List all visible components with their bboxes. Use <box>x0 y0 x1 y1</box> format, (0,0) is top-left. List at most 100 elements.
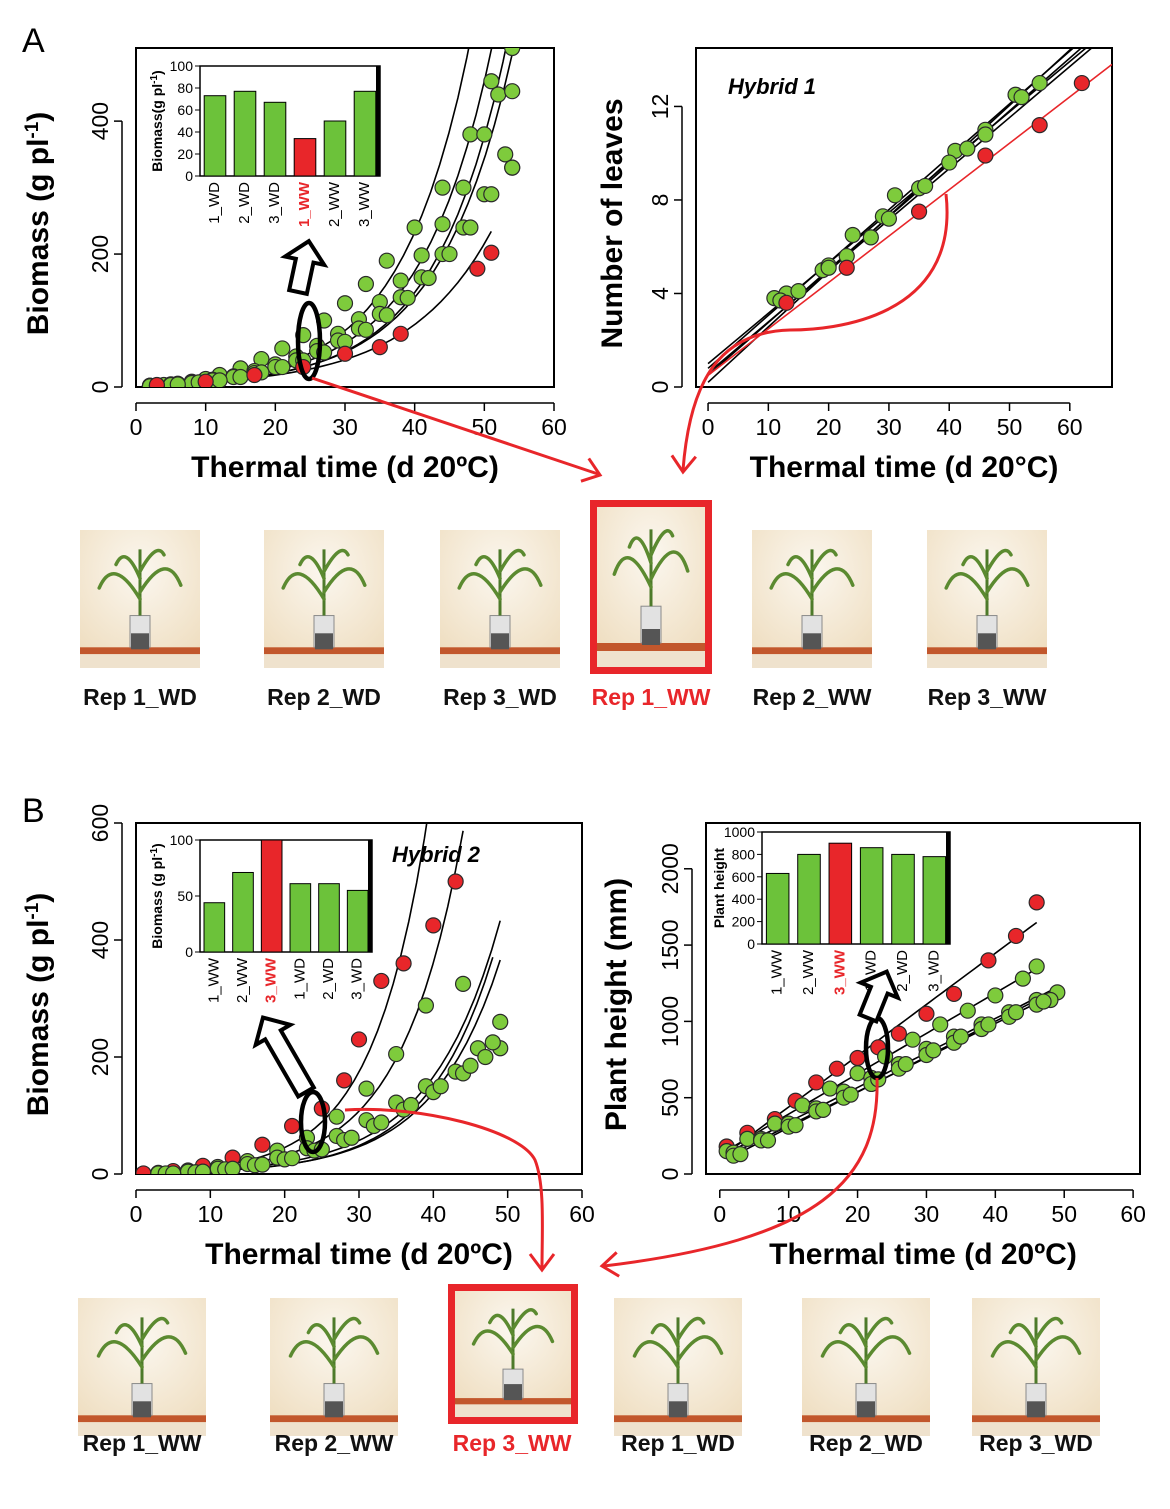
B-height-point <box>1035 993 1052 1010</box>
row-b-rep-label: Rep 1_WW <box>82 1430 202 1456</box>
row-b-rep-label: Rep 2_WW <box>274 1430 394 1456</box>
B-height-ytick: 500 <box>657 1079 683 1117</box>
row-a-rep-label: Rep 1_WD <box>83 684 197 710</box>
B-biomass-xlabel: Thermal time (d 20ºC) <box>205 1238 513 1271</box>
A-leaves-ytick: 4 <box>647 287 673 300</box>
A-leaves-xtick: 20 <box>816 414 842 440</box>
A-leaves-plot-frame <box>695 47 1113 388</box>
row-a-rep-label: Rep 3_WD <box>443 684 557 710</box>
B-biomass-ytick: 200 <box>87 1038 113 1076</box>
A-leaves-xtick: 50 <box>997 414 1023 440</box>
A-biomass-point <box>441 245 458 263</box>
b-height-hollow-arrow <box>855 969 902 1024</box>
row-a-rep-label: Rep 1_WW <box>591 684 711 710</box>
B-height-inset-ytick: 200 <box>732 914 756 930</box>
A-biomass-point <box>469 260 486 277</box>
row-b-rep-label: Rep 3_WD <box>979 1430 1093 1456</box>
A-biomass-point <box>483 244 500 261</box>
B-biomass-point <box>328 1108 345 1125</box>
B-height-inset-frame <box>761 831 951 945</box>
A-leaves-fit-line <box>707 48 1088 365</box>
B-height-point <box>959 1002 976 1019</box>
A-leaves-ytick: 12 <box>647 94 673 120</box>
B-biomass-ytick: 400 <box>87 921 113 959</box>
A-biomass-inset-ytick: 80 <box>177 80 193 96</box>
B-biomass-inset-category: 2_WW <box>234 957 251 1003</box>
B-height-point <box>849 1065 866 1082</box>
A-leaves-point <box>820 259 837 276</box>
B-height-inset-bar <box>828 842 853 945</box>
B-biomass-point <box>284 1117 301 1135</box>
A-biomass-point <box>399 289 416 307</box>
B-height-point <box>980 1016 997 1033</box>
a-leaves-red-arrow-head <box>670 454 697 475</box>
A-leaves-ylabel: Number of leaves <box>596 98 629 348</box>
A-biomass-inset-category: 3_WD <box>266 182 283 224</box>
A-biomass-xlabel: Thermal time (d 20ºC) <box>191 451 499 484</box>
b-biomass-ellipse <box>298 1089 328 1155</box>
a-biomass-ellipse <box>295 300 323 382</box>
B-height-point <box>828 1060 845 1077</box>
A-biomass-point <box>504 48 521 57</box>
B-height-point <box>1007 927 1025 945</box>
B-height-point <box>808 1074 825 1091</box>
A-biomass-xtick: 30 <box>332 414 358 440</box>
A-leaves-point <box>1073 74 1090 92</box>
A-biomass-point <box>232 368 249 386</box>
B-biomass-point <box>492 1013 509 1031</box>
B-height-point <box>918 1005 935 1022</box>
B-biomass-point <box>373 1114 390 1131</box>
row-a-plant-photo <box>80 530 200 668</box>
B-biomass-ytick: 0 <box>87 1168 113 1181</box>
A-leaves-point <box>1031 74 1048 92</box>
A-leaves-point <box>778 294 795 311</box>
A-biomass-point <box>336 295 354 312</box>
row-a-plant-photo <box>927 530 1047 668</box>
row-b-rep-label: Rep 2_WD <box>809 1430 923 1456</box>
A-biomass-point <box>462 126 479 143</box>
A-biomass-point <box>378 252 395 269</box>
b-height-red-arrow-head <box>599 1251 620 1278</box>
B-biomass-point <box>194 1163 211 1174</box>
A-biomass-point <box>497 146 514 163</box>
B-height-xtick: 50 <box>1051 1201 1077 1227</box>
A-biomass-inset-category: 3_WW <box>356 181 373 227</box>
B-height-inset-bar <box>859 847 884 945</box>
B-height-inset-category: 2_WW <box>800 949 817 995</box>
B-biomass-inset-category: 2_WD <box>320 958 337 1000</box>
A-leaves-point <box>910 203 928 220</box>
A-leaves-point <box>880 210 898 227</box>
A-biomass-inset-ytick: 0 <box>185 168 193 184</box>
B-biomass-point <box>224 1160 241 1174</box>
B-height-point <box>1028 958 1045 975</box>
B-height-inset-bar <box>765 872 790 945</box>
B-height-point <box>849 1049 866 1067</box>
B-height-inset-bar <box>891 853 915 945</box>
A-biomass-inset-category: 1_WD <box>206 182 223 224</box>
B-biomass-point <box>395 955 412 972</box>
A-biomass-point <box>504 83 521 100</box>
A-biomass-inset-ytick: 40 <box>177 124 193 140</box>
B-biomass-inset-category: 3_WD <box>349 958 366 1000</box>
A-biomass-point <box>357 275 374 293</box>
A-leaves-point <box>1031 117 1048 134</box>
B-height-ytick: 0 <box>657 1168 683 1181</box>
B-biomass-inset-category: 3_WW <box>263 957 280 1003</box>
A-leaves-xlabel: Thermal time (d 20°C) <box>750 451 1059 484</box>
B-biomass-inset-bar <box>289 883 312 953</box>
B-biomass-ytick: 600 <box>87 804 113 842</box>
B-height-ytick: 1000 <box>657 996 683 1047</box>
B-height-xtick: 30 <box>914 1201 940 1227</box>
A-biomass-point <box>476 126 493 143</box>
A-biomass-inset-bar <box>353 90 377 177</box>
B-height-point <box>732 1146 749 1163</box>
A-biomass-inset-ytick: 60 <box>177 102 193 118</box>
B-biomass-point <box>254 1156 271 1173</box>
A-biomass-inset-category: 2_WW <box>326 181 343 227</box>
B-biomass-point <box>432 1078 449 1095</box>
A-leaves-title: Hybrid 1 <box>728 74 816 99</box>
A-biomass-point <box>455 179 472 196</box>
